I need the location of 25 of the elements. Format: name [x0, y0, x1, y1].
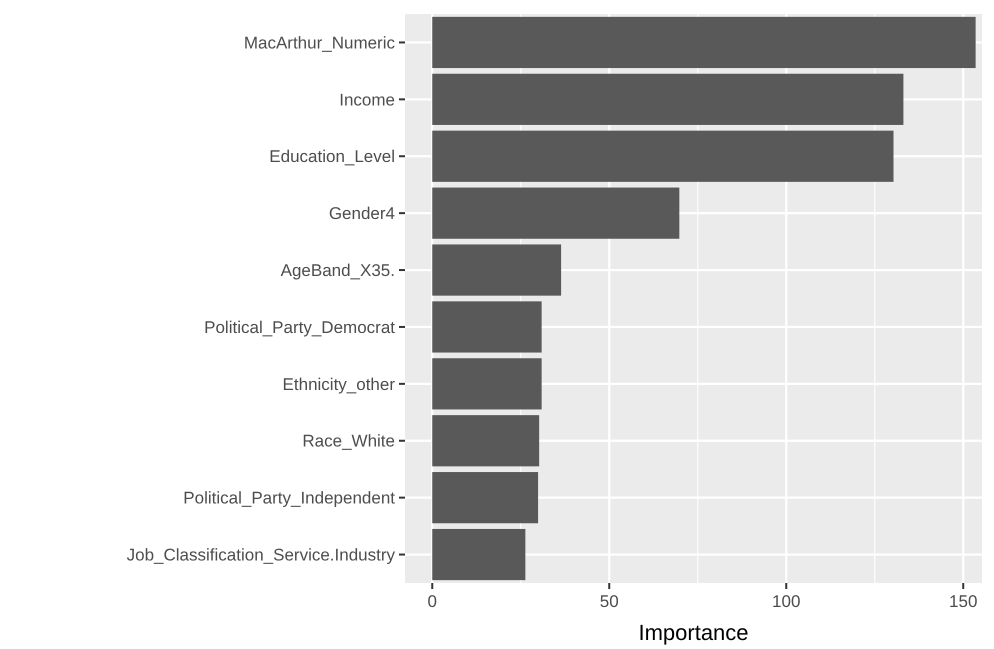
bar — [432, 301, 542, 353]
bar — [432, 130, 894, 182]
y-tick-label: Ethnicity_other — [282, 374, 396, 394]
x-tick-label: 50 — [600, 592, 619, 611]
y-tick-label: Job_Classification_Service.Industry — [126, 546, 396, 564]
x-tick-label: 0 — [428, 592, 437, 611]
bar — [432, 358, 542, 410]
y-tick-label: Political_Party_Democrat — [204, 318, 396, 337]
y-tick-label: Income — [339, 90, 395, 110]
x-tick-label: 150 — [949, 592, 978, 611]
y-tick-label: Race_White — [302, 432, 395, 451]
bar — [432, 528, 526, 580]
y-tick-label: MacArthur_Numeric — [244, 33, 396, 52]
bar — [432, 415, 540, 466]
bar — [432, 244, 562, 296]
x-axis-title: Importance — [638, 620, 749, 645]
bar — [432, 74, 904, 125]
bar — [432, 16, 976, 68]
x-tick-label: 100 — [772, 592, 800, 611]
bar — [432, 188, 680, 239]
y-tick-label: AgeBand_X35. — [280, 261, 395, 280]
y-tick-label: Political_Party_Independent — [183, 488, 396, 508]
bar — [432, 472, 538, 524]
y-tick-label: Gender4 — [328, 204, 395, 224]
y-tick-label: Education_Level — [269, 147, 395, 166]
